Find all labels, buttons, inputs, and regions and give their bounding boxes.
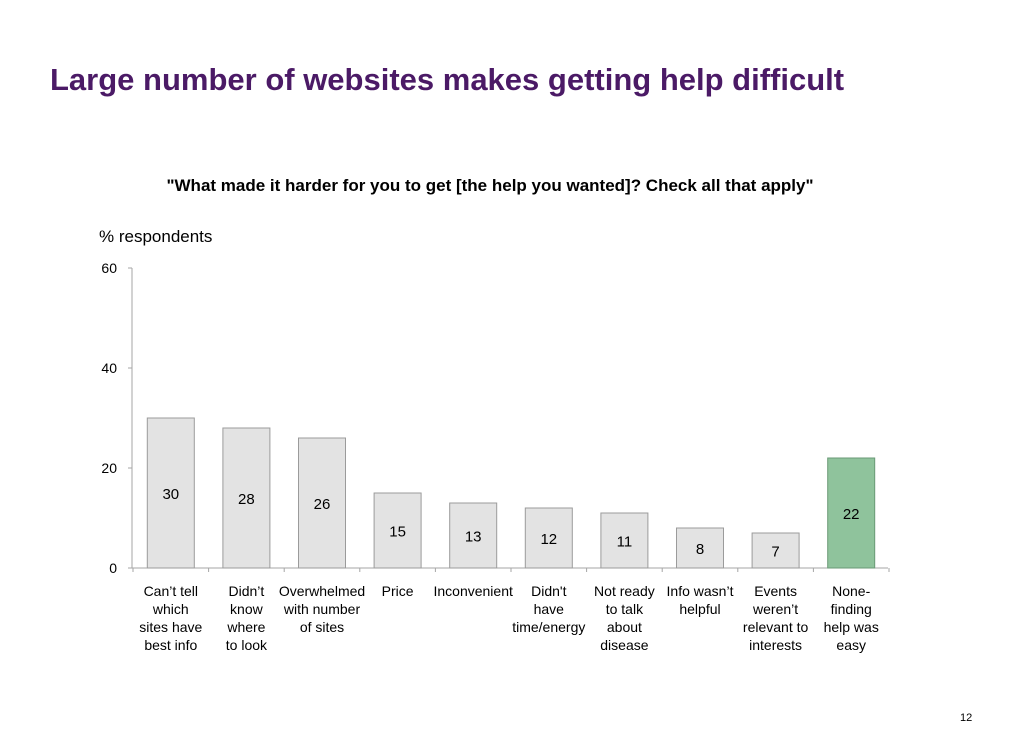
y-tick-label: 0	[109, 560, 117, 576]
bar	[676, 527, 724, 569]
data-label: 13	[465, 529, 482, 546]
y-tick-label: 20	[101, 460, 117, 476]
bar	[373, 492, 422, 569]
bar	[524, 507, 573, 569]
data-label: 30	[162, 486, 179, 503]
chart-title: "What made it harder for you to get [the…	[166, 176, 814, 195]
data-label: 28	[238, 491, 255, 508]
category-label: Info wasn’t helpful	[667, 583, 734, 617]
page-number: 12	[960, 712, 973, 724]
bar	[827, 457, 876, 569]
data-label: 26	[314, 496, 331, 513]
category-label: Events weren’t relevant to interests	[743, 583, 809, 653]
category-label: Not ready to talk about disease	[594, 583, 655, 653]
category-label: Didn’t know where to look	[226, 583, 268, 653]
data-label: 11	[617, 534, 633, 551]
y-tick-label: 40	[101, 360, 117, 376]
y-axis-label: % respondents	[99, 227, 213, 246]
category-label: None-finding help was easy	[824, 583, 879, 653]
data-label: 12	[540, 531, 557, 548]
category-label: Price	[382, 583, 414, 599]
category-label: Didn't have time/energy	[512, 583, 585, 635]
bar	[222, 427, 271, 569]
bar	[751, 532, 800, 569]
bar	[600, 512, 649, 569]
category-label: Can’t tell which sites have best info	[139, 583, 202, 653]
data-label: 22	[843, 506, 860, 523]
category-label: Inconvenient	[433, 583, 513, 599]
data-label: 7	[771, 544, 779, 561]
bar	[449, 502, 498, 569]
data-label: 8	[696, 541, 704, 558]
y-tick-label: 60	[101, 260, 117, 276]
bar	[146, 417, 195, 569]
bar	[298, 437, 346, 569]
slide-title: Large number of websites makes getting h…	[50, 62, 845, 97]
data-label: 15	[389, 524, 406, 541]
category-label: Overwhelmed with number of sites	[279, 583, 365, 635]
